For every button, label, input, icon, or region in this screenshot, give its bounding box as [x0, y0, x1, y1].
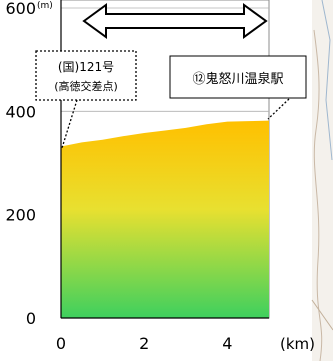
start-label-line1: (国)121号 [58, 60, 114, 74]
x-unit-label: (km) [280, 335, 315, 353]
x-tick-label: 2 [139, 334, 149, 353]
y-tick-label: 400 [5, 102, 36, 121]
y-tick-label: 600 [5, 0, 36, 18]
y-tick-label: 200 [5, 206, 36, 225]
background-map [311, 0, 333, 361]
elevation-area [61, 120, 269, 318]
end-label: ⑫鬼怒川温泉駅 [192, 71, 283, 87]
end-leader-line [267, 98, 290, 120]
double-headed-arrow-icon [82, 3, 268, 39]
end-annotation: ⑫鬼怒川温泉駅 [169, 55, 307, 99]
start-leader-line [61, 99, 78, 149]
y-tick-label: 0 [26, 309, 36, 328]
x-tick-label: 4 [222, 334, 232, 353]
start-annotation: (国)121号 (高徳交差点) [35, 50, 137, 101]
x-tick-label: 0 [56, 334, 66, 353]
x-tick-labels: 0 2 4 [56, 334, 233, 353]
y-unit-label: (m) [37, 1, 53, 11]
y-tick-labels: 0 200 400 600 [5, 0, 36, 328]
start-label-line2: (高徳交差点) [54, 79, 118, 93]
